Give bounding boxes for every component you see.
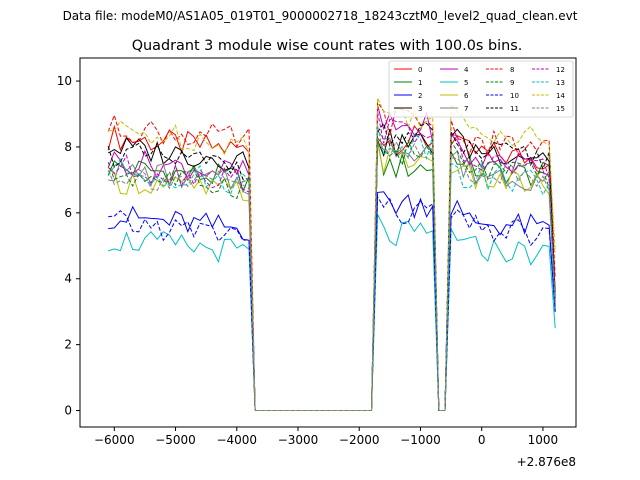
series-line-8: [107, 100, 556, 411]
series-line-1: [107, 140, 556, 411]
legend-label-12: 12: [556, 66, 565, 74]
series-line-13: [107, 125, 556, 411]
x-offset-label: +2.876e8: [517, 455, 576, 469]
x-tick-label: −6000: [94, 433, 135, 447]
x-tick-label: −4000: [216, 433, 257, 447]
y-tick-label: 0: [64, 404, 72, 418]
legend-label-15: 15: [556, 105, 565, 113]
y-tick-label: 2: [64, 338, 72, 352]
legend-label-10: 10: [510, 92, 519, 100]
x-tick-label: 0: [478, 433, 486, 447]
chart-suptitle: Data file: modeM0/AS1A05_019T01_90000027…: [63, 9, 578, 23]
y-tick-label: 4: [64, 272, 72, 286]
legend-label-5: 5: [464, 79, 468, 87]
axes-frame: [79, 57, 577, 428]
x-tick-label: 1000: [528, 433, 559, 447]
legend-label-11: 11: [510, 105, 519, 113]
legend-label-13: 13: [556, 79, 565, 87]
legend-label-4: 4: [464, 66, 469, 74]
y-tick-label: 6: [64, 206, 72, 220]
series-line-14: [108, 97, 556, 411]
legend-label-8: 8: [510, 66, 514, 74]
series-line-15: [107, 140, 556, 411]
legend-label-14: 14: [556, 92, 565, 100]
series-line-7: [108, 128, 556, 411]
y-tick-label: 8: [64, 140, 72, 154]
series-line-12: [107, 111, 556, 411]
series-line-0: [107, 124, 556, 411]
legend-label-7: 7: [464, 105, 468, 113]
legend-label-2: 2: [418, 92, 422, 100]
series-line-9: [107, 139, 556, 411]
y-tick-label: 10: [57, 74, 72, 88]
x-tick-label: −1000: [400, 433, 441, 447]
plot-area: [107, 97, 556, 411]
axes: −6000 −5000 −4000 −3000 −2000 −1000 0 1000 0 2 4 6 8…: [57, 57, 577, 447]
series-line-5: [108, 212, 556, 411]
chart-title: Quadrant 3 module wise count rates with …: [132, 38, 523, 54]
legend-label-0: 0: [418, 66, 422, 74]
legend-label-1: 1: [418, 79, 422, 87]
x-tick-label: −3000: [278, 433, 319, 447]
legend-label-9: 9: [510, 79, 514, 87]
legend-box: [388, 60, 574, 118]
x-tick-label: −2000: [339, 433, 380, 447]
legend-label-6: 6: [464, 92, 469, 100]
legend-label-3: 3: [418, 105, 422, 113]
x-tick-label: −5000: [155, 433, 196, 447]
series-line-11: [107, 122, 556, 411]
series-line-10: [108, 194, 556, 411]
series-line-4: [107, 105, 556, 411]
